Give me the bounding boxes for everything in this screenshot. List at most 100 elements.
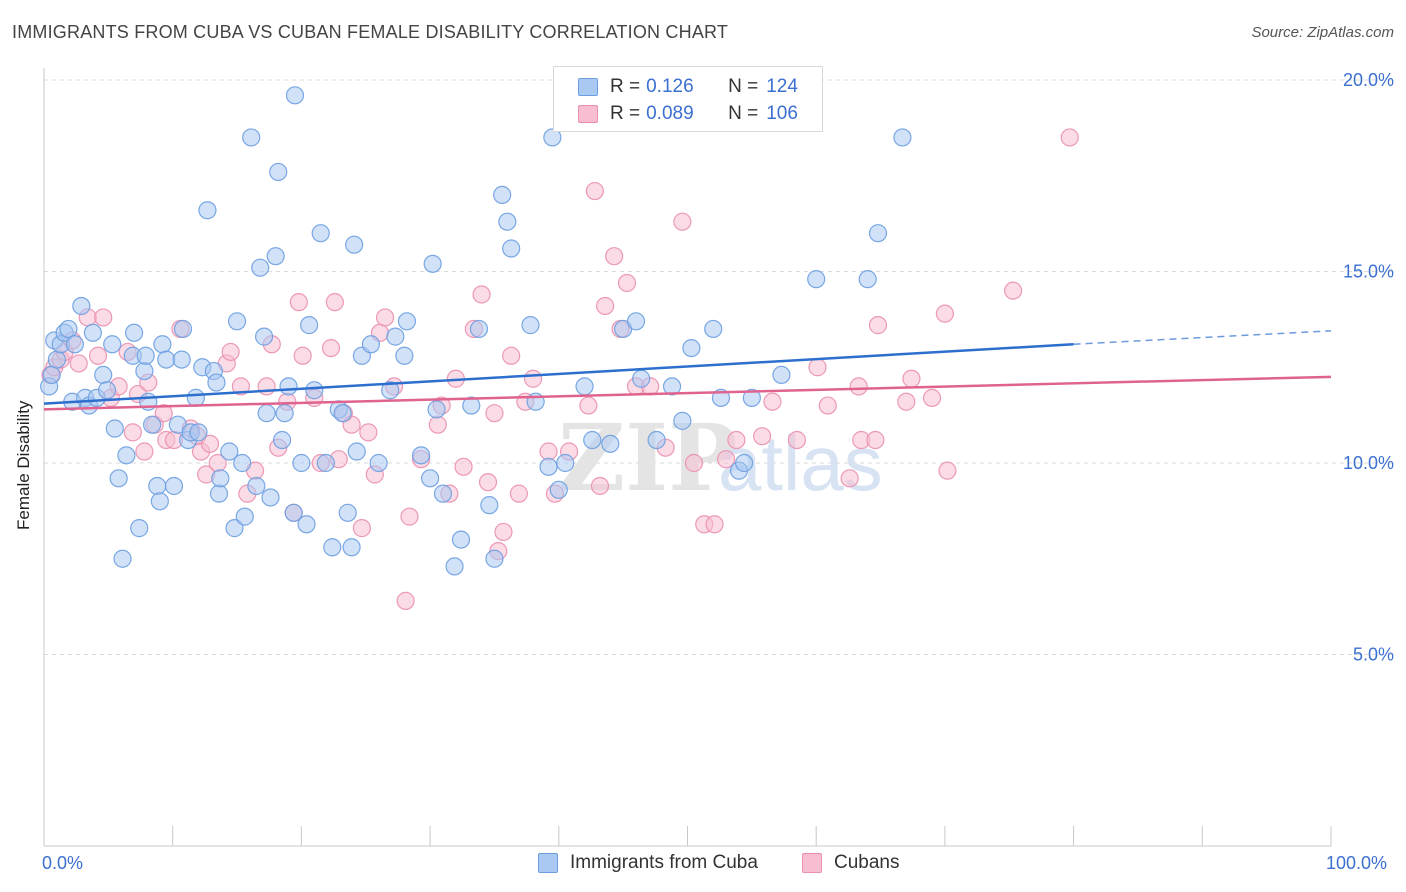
data-point-cubans — [1004, 281, 1023, 300]
chart-title: IMMIGRANTS FROM CUBA VS CUBAN FEMALE DIS… — [12, 22, 729, 42]
data-point-immigrants-from-cuba — [247, 476, 266, 496]
data-point-cubans — [763, 392, 782, 411]
data-point-immigrants-from-cuba — [673, 411, 692, 430]
data-point-immigrants-from-cuba — [257, 404, 276, 423]
data-point-immigrants-from-cuba — [549, 480, 568, 499]
trend-line-cubans — [43, 375, 1332, 411]
data-point-immigrants-from-cuba — [275, 404, 294, 423]
data-point-immigrants-from-cuba — [135, 361, 154, 381]
bottom-legend-swatch-pink — [802, 853, 822, 873]
legend-r-value-blue: 0.126 — [646, 76, 694, 97]
data-point-immigrants-from-cuba — [704, 319, 723, 339]
data-point-immigrants-from-cuba — [227, 312, 247, 331]
grid-lines — [44, 79, 1394, 655]
data-point-cubans — [88, 346, 108, 365]
legend-n-label: N = — [728, 76, 759, 97]
trend-line-extension-immigrants-from-cuba — [1073, 330, 1332, 346]
legend-r-value-pink: 0.089 — [646, 103, 694, 124]
data-point-cubans — [935, 304, 955, 323]
axes — [43, 68, 1332, 847]
y-tick-label: 15.0% — [1343, 262, 1394, 282]
data-point-immigrants-from-cuba — [323, 538, 342, 557]
data-point-immigrants-from-cuba — [583, 430, 602, 450]
data-point-immigrants-from-cuba — [59, 319, 78, 339]
data-point-immigrants-from-cuba — [94, 365, 113, 385]
data-point-immigrants-from-cuba — [543, 128, 562, 147]
data-point-immigrants-from-cuba — [445, 557, 464, 576]
data-point-immigrants-from-cuba — [266, 247, 285, 266]
x-tick-label-max: 100.0% — [1326, 853, 1388, 873]
data-point-cubans — [1060, 128, 1079, 147]
data-point-immigrants-from-cuba — [868, 224, 888, 243]
legend-n-value-pink: 106 — [766, 103, 798, 124]
data-point-immigrants-from-cuba — [47, 350, 66, 369]
data-point-immigrants-from-cuba — [647, 430, 666, 450]
data-point-immigrants-from-cuba — [347, 442, 366, 461]
data-point-immigrants-from-cuba — [117, 446, 136, 465]
data-point-immigrants-from-cuba — [209, 484, 229, 503]
data-point-immigrants-from-cuba — [65, 335, 84, 354]
legend-n-label: N = — [728, 103, 759, 124]
data-point-immigrants-from-cuba — [427, 400, 446, 419]
data-point-immigrants-from-cuba — [772, 365, 791, 385]
data-point-immigrants-from-cuba — [157, 350, 176, 369]
data-point-immigrants-from-cuba — [601, 434, 620, 453]
series-immigrants-from-cuba — [40, 86, 912, 576]
trend-line-immigrants-from-cuba — [43, 343, 1074, 405]
data-point-cubans — [787, 430, 806, 450]
data-point-cubans — [717, 450, 736, 469]
data-point-cubans — [818, 396, 837, 415]
data-point-immigrants-from-cuba — [220, 442, 239, 461]
data-point-immigrants-from-cuba — [361, 335, 380, 354]
data-point-cubans — [135, 442, 154, 461]
trend-lines — [43, 330, 1332, 411]
data-point-immigrants-from-cuba — [292, 453, 311, 473]
data-point-immigrants-from-cuba — [305, 381, 324, 400]
data-point-immigrants-from-cuba — [480, 496, 499, 515]
data-point-immigrants-from-cuba — [556, 453, 575, 473]
data-point-cubans — [902, 369, 921, 388]
data-point-cubans — [502, 346, 521, 365]
data-point-cubans — [753, 427, 772, 446]
legend-r-label: R = — [610, 103, 641, 124]
data-point-cubans — [705, 515, 724, 534]
bottom-legend-label-pink: Cubans — [834, 852, 900, 873]
data-point-cubans — [590, 476, 610, 496]
data-point-immigrants-from-cuba — [493, 185, 512, 204]
legend-row-blue: R = 0.126 N = 124 — [578, 75, 798, 99]
data-point-immigrants-from-cuba — [279, 377, 298, 396]
data-point-immigrants-from-cuba — [113, 549, 132, 568]
y-axis-title: Female Disability — [14, 400, 33, 530]
data-point-immigrants-from-cuba — [124, 323, 144, 342]
data-point-immigrants-from-cuba — [261, 488, 280, 507]
data-point-immigrants-from-cuba — [386, 327, 405, 346]
data-point-immigrants-from-cuba — [297, 515, 316, 534]
data-point-cubans — [539, 442, 558, 461]
data-point-immigrants-from-cuba — [254, 327, 274, 346]
data-point-immigrants-from-cuba — [333, 404, 352, 423]
data-point-immigrants-from-cuba — [539, 457, 558, 476]
data-point-cubans — [605, 247, 624, 266]
data-point-cubans — [808, 358, 827, 377]
data-point-cubans — [396, 591, 415, 610]
data-point-immigrants-from-cuba — [451, 530, 471, 549]
data-point-cubans — [866, 430, 885, 450]
data-point-cubans — [579, 396, 598, 415]
data-point-cubans — [868, 316, 888, 335]
data-point-immigrants-from-cuba — [211, 469, 230, 488]
series-cubans — [41, 128, 1079, 610]
data-point-cubans — [352, 519, 371, 538]
bottom-legend-label-blue: Immigrants from Cuba — [570, 852, 758, 873]
data-point-immigrants-from-cuba — [397, 312, 417, 331]
legend-swatch-blue — [578, 78, 598, 96]
data-point-cubans — [321, 339, 341, 358]
data-point-immigrants-from-cuba — [235, 507, 254, 526]
data-point-cubans — [684, 453, 704, 473]
data-point-immigrants-from-cuba — [198, 201, 217, 220]
data-point-immigrants-from-cuba — [150, 492, 169, 511]
data-point-immigrants-from-cuba — [164, 476, 184, 496]
data-point-cubans — [154, 404, 173, 423]
data-point-immigrants-from-cuba — [109, 469, 128, 488]
x-tick-label-min: 0.0% — [42, 853, 84, 873]
